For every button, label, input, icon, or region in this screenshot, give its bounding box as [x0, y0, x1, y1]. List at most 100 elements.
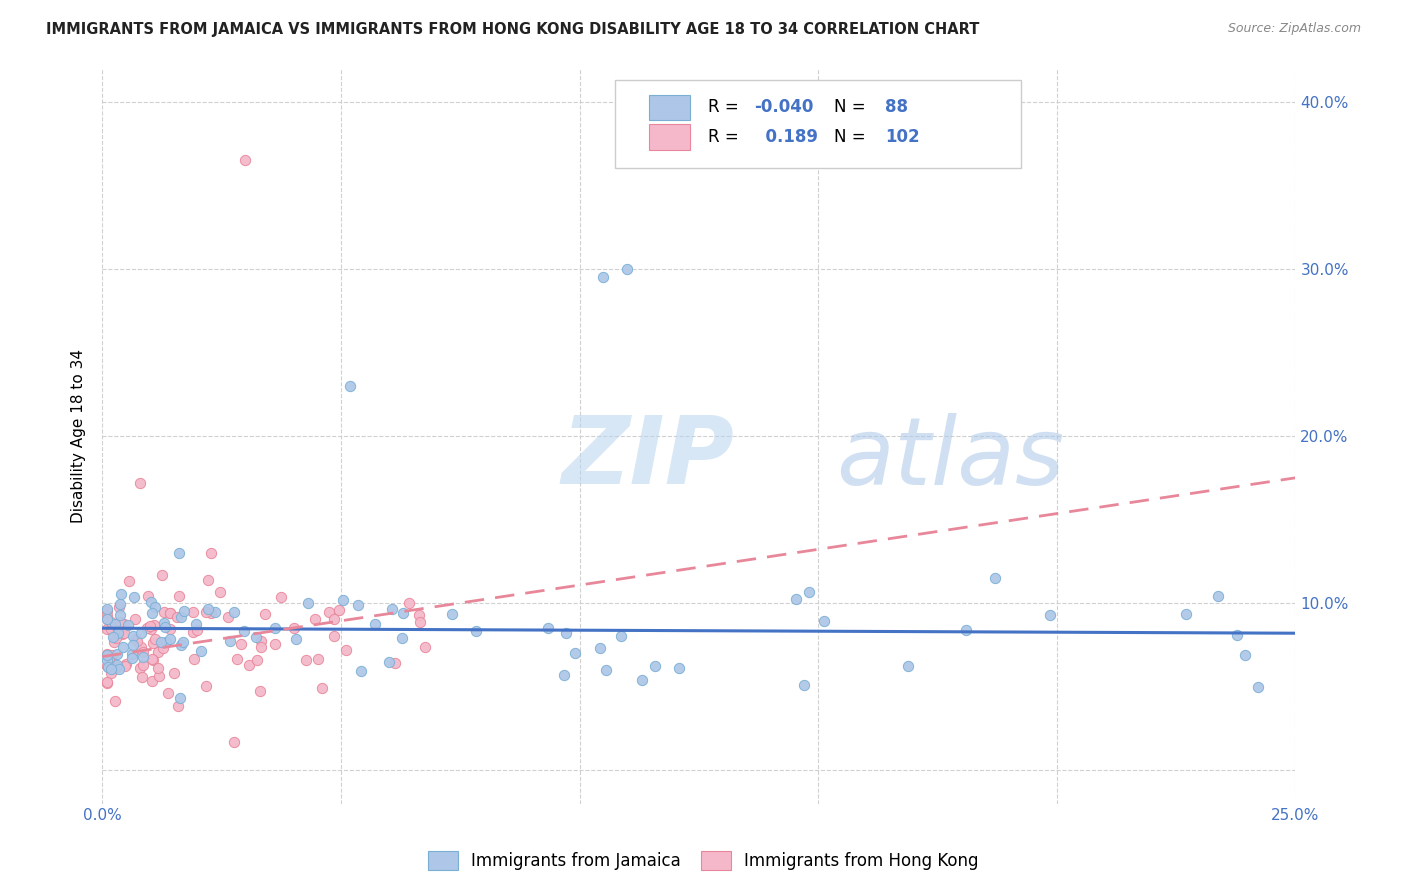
- Point: [131, 649, 153, 664]
- Point: [103, 630, 125, 644]
- Point: [104, 694, 127, 708]
- Point: [143, 618, 166, 632]
- Point: [131, 646, 153, 660]
- Point: [150, 568, 173, 582]
- Point: [155, 620, 177, 634]
- Point: [169, 691, 191, 706]
- Point: [142, 652, 165, 666]
- Text: 88: 88: [884, 98, 908, 117]
- Y-axis label: Disability Age 18 to 34: Disability Age 18 to 34: [72, 349, 86, 523]
- Point: [108, 662, 131, 676]
- Point: [143, 632, 166, 647]
- Point: [115, 657, 138, 672]
- Point: [785, 591, 807, 606]
- Point: [391, 631, 413, 645]
- Point: [112, 625, 135, 640]
- Point: [200, 546, 222, 560]
- Point: [122, 638, 145, 652]
- Point: [311, 681, 333, 695]
- Point: [97, 660, 120, 674]
- Point: [169, 638, 191, 652]
- Point: [148, 645, 170, 659]
- Point: [108, 597, 131, 611]
- Text: N =: N =: [834, 128, 870, 146]
- Point: [96, 675, 118, 690]
- Point: [231, 637, 253, 651]
- Point: [103, 635, 125, 649]
- Point: [284, 632, 307, 646]
- Point: [332, 592, 354, 607]
- Point: [152, 641, 174, 656]
- Point: [184, 616, 207, 631]
- Point: [96, 604, 118, 618]
- Point: [335, 643, 357, 657]
- Point: [104, 617, 127, 632]
- Point: [143, 600, 166, 615]
- Point: [408, 607, 430, 622]
- Point: [110, 615, 132, 629]
- Text: ZIP: ZIP: [561, 412, 734, 504]
- Point: [283, 621, 305, 635]
- Point: [173, 604, 195, 618]
- Point: [181, 624, 204, 639]
- Point: [328, 603, 350, 617]
- Point: [1234, 648, 1257, 663]
- Point: [111, 627, 134, 641]
- Point: [263, 636, 285, 650]
- Point: [100, 623, 122, 637]
- Point: [159, 622, 181, 636]
- Point: [104, 632, 127, 646]
- Point: [96, 612, 118, 626]
- Text: -0.040: -0.040: [754, 98, 813, 117]
- Point: [108, 607, 131, 622]
- Text: 102: 102: [884, 128, 920, 146]
- Point: [245, 630, 267, 644]
- Point: [170, 610, 193, 624]
- Point: [217, 610, 239, 624]
- Point: [141, 623, 163, 637]
- Point: [249, 683, 271, 698]
- Point: [124, 612, 146, 626]
- Point: [107, 626, 129, 640]
- Point: [238, 657, 260, 672]
- Text: 0.189: 0.189: [754, 128, 818, 146]
- Bar: [648, 124, 690, 150]
- Point: [125, 634, 148, 648]
- Point: [107, 623, 129, 637]
- Point: [318, 605, 340, 619]
- Text: Source: ZipAtlas.com: Source: ZipAtlas.com: [1227, 22, 1361, 36]
- Point: [813, 614, 835, 628]
- Point: [392, 606, 415, 620]
- Point: [264, 621, 287, 635]
- Point: [553, 668, 575, 682]
- Point: [163, 666, 186, 681]
- Point: [105, 647, 128, 661]
- Point: [121, 650, 143, 665]
- Point: [307, 651, 329, 665]
- Point: [219, 633, 242, 648]
- Point: [536, 621, 558, 635]
- Point: [98, 651, 121, 665]
- Point: [169, 546, 191, 560]
- Point: [413, 640, 436, 655]
- Point: [295, 653, 318, 667]
- Point: [155, 635, 177, 649]
- Point: [346, 599, 368, 613]
- FancyBboxPatch shape: [616, 79, 1021, 168]
- Point: [250, 633, 273, 648]
- Point: [297, 595, 319, 609]
- Point: [139, 619, 162, 633]
- Point: [136, 589, 159, 603]
- Point: [233, 624, 256, 638]
- Point: [630, 673, 652, 688]
- Point: [644, 658, 666, 673]
- Point: [118, 574, 141, 588]
- Point: [131, 626, 153, 640]
- Point: [110, 587, 132, 601]
- Point: [797, 584, 820, 599]
- Point: [270, 591, 292, 605]
- Point: [616, 262, 638, 277]
- Point: [124, 632, 146, 647]
- Point: [101, 662, 124, 676]
- Point: [464, 624, 486, 639]
